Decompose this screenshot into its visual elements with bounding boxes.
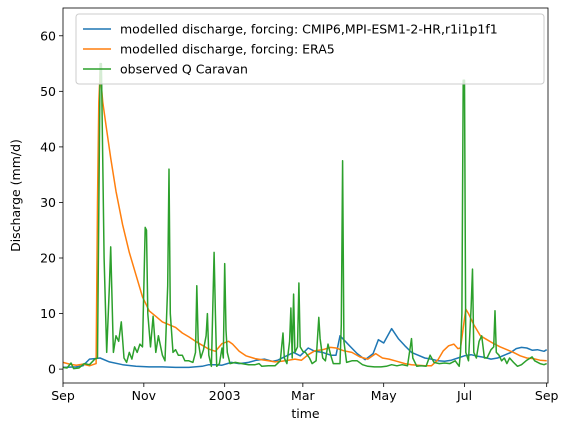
x-tick-label: Jul — [456, 388, 472, 403]
x-axis: Sep Nov 2003 Mar May Jul Sep — [51, 383, 559, 403]
y-tick-label: 50 — [40, 84, 56, 99]
y-tick-label: 30 — [40, 195, 56, 210]
x-tick-label: Mar — [291, 388, 315, 403]
y-tick-label: 40 — [40, 139, 56, 154]
x-tick-label: Nov — [132, 388, 157, 403]
legend: modelled discharge, forcing: CMIP6,MPI-E… — [75, 13, 545, 85]
x-tick-label: Sep — [535, 388, 559, 403]
series-layer — [62, 62, 548, 370]
series-line-observed — [62, 62, 547, 370]
x-axis-title: time — [291, 406, 320, 421]
x-tick-label: 2003 — [209, 388, 241, 403]
plot-frame — [62, 7, 549, 384]
legend-box — [75, 13, 545, 85]
y-axis: 0 10 20 30 40 50 60 — [40, 28, 63, 377]
x-tick-label: May — [371, 388, 397, 403]
y-tick-label: 10 — [40, 306, 56, 321]
x-tick-label: Sep — [51, 388, 75, 403]
y-tick-label: 0 — [48, 362, 56, 377]
y-axis-title: Discharge (mm/d) — [8, 139, 23, 252]
y-tick-label: 60 — [40, 28, 56, 43]
y-tick-label: 20 — [40, 251, 56, 266]
legend-label-cmip6: modelled discharge, forcing: CMIP6,MPI-E… — [120, 22, 498, 37]
legend-label-era5: modelled discharge, forcing: ERA5 — [120, 42, 335, 57]
legend-label-observed: observed Q Caravan — [120, 62, 248, 77]
